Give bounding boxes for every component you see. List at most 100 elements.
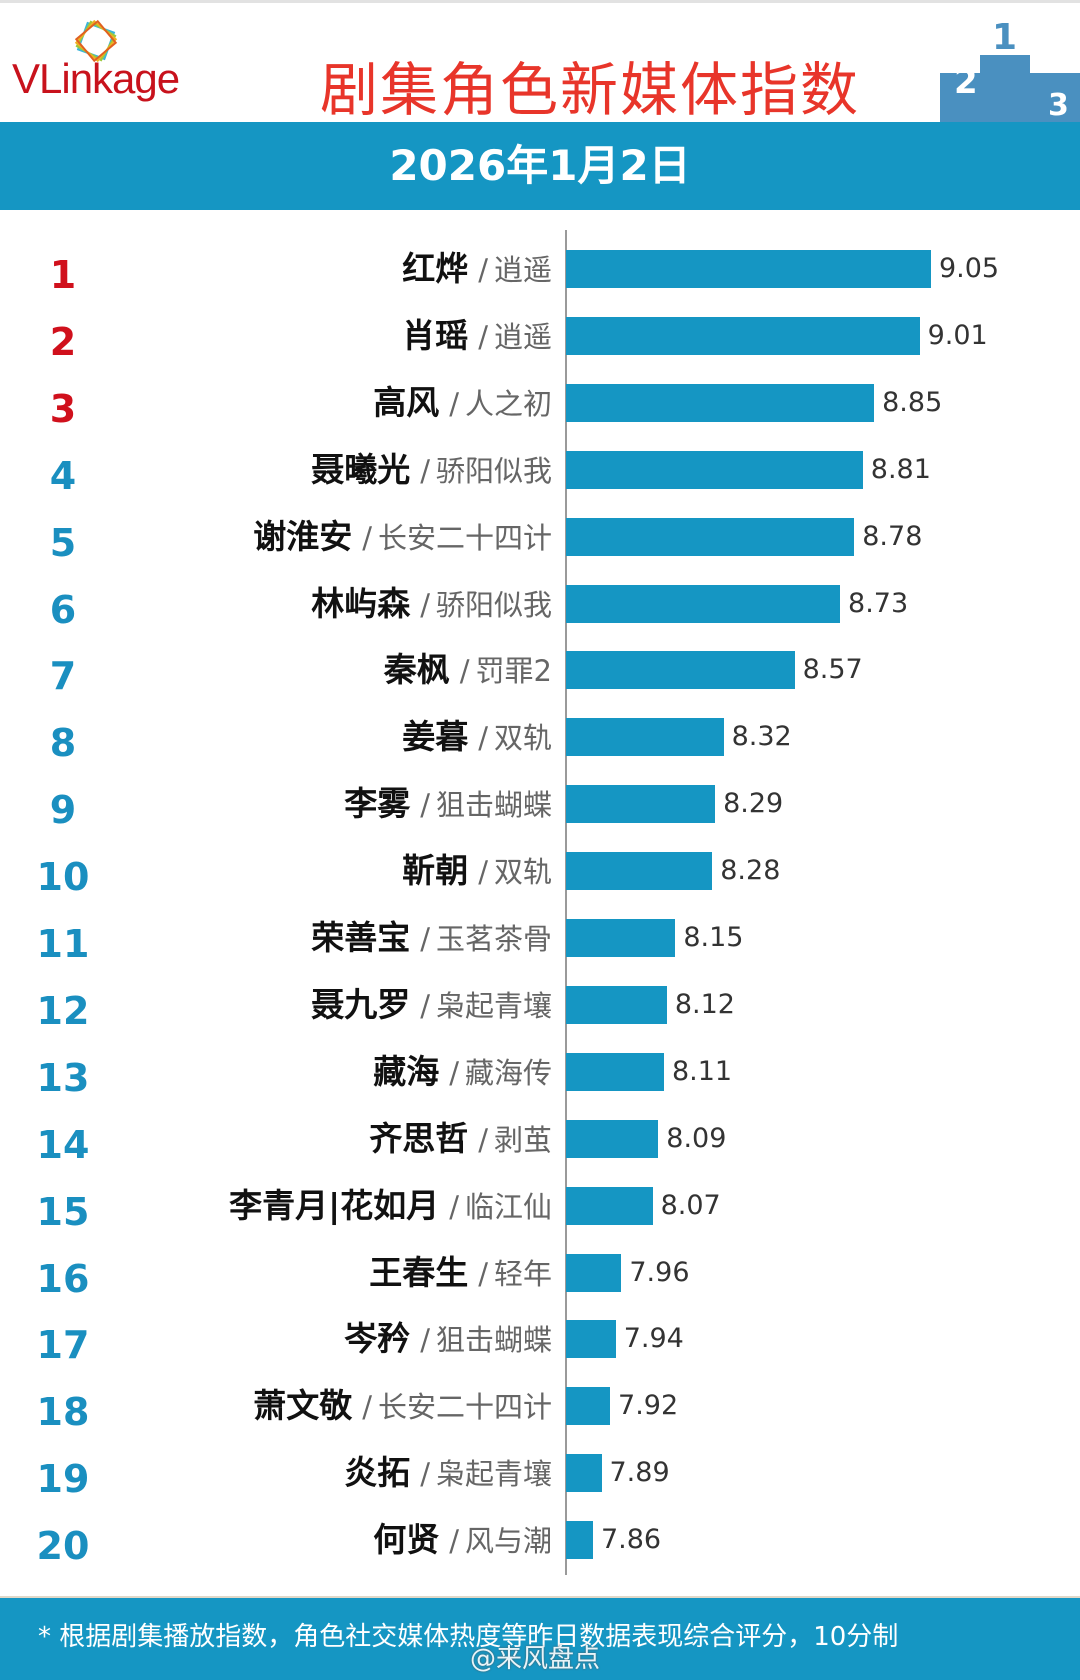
rank-number: 2 [49, 319, 77, 364]
separator: / [459, 654, 470, 689]
drama-title: 逍遥 [493, 319, 552, 354]
rank-number: 17 [36, 1323, 90, 1368]
bar [566, 584, 841, 623]
table-row: 19 炎拓 / 枭起青壤 7.89 [0, 1453, 1080, 1499]
svg-text:3: 3 [1048, 88, 1069, 123]
drama-title: 骄阳似我 [435, 587, 552, 622]
page-title: 剧集角色新媒体指数 [319, 56, 860, 124]
drama-title: 藏海传 [464, 1055, 552, 1090]
separator: / [420, 587, 430, 622]
label: 红烨 / 逍遥 [402, 249, 552, 295]
drama-title: 逍遥 [493, 253, 552, 287]
table-row: 7 秦枫 / 罚罪2 8.57 [0, 650, 1080, 696]
label: 荣善宝 / 玉茗茶骨 [311, 918, 552, 964]
drama-title: 枭起青壤 [435, 988, 552, 1023]
rank-number: 19 [36, 1457, 90, 1502]
label: 林屿森 / 骄阳似我 [311, 584, 552, 630]
bar [566, 651, 795, 690]
axis-line [565, 230, 567, 1575]
label: 萧文敬 / 长安二十四计 [253, 1386, 552, 1432]
separator: / [478, 721, 488, 756]
character-name: 李雾 [344, 784, 411, 824]
drama-title: 玉茗茶骨 [435, 922, 552, 956]
value-label: 8.09 [666, 1122, 727, 1154]
value-label: 8.12 [674, 988, 735, 1020]
character-name: 王春生 [369, 1252, 469, 1292]
drama-title: 枭起青壤 [435, 1457, 552, 1492]
rank-number: 7 [49, 654, 77, 699]
footnote: * 根据剧集播放指数，角色社交媒体热度等昨日数据表现综合评分，10分制 [38, 1622, 899, 1652]
table-row: 17 岑矜 / 狙击蝴蝶 7.94 [0, 1319, 1080, 1365]
rank-number: 8 [49, 721, 77, 766]
value-label: 7.89 [609, 1457, 670, 1489]
value-label: 7.94 [623, 1323, 684, 1355]
character-name: 藏海 [373, 1051, 440, 1091]
value-label: 8.11 [671, 1055, 733, 1087]
bar [566, 1052, 664, 1091]
table-row: 11 荣善宝 / 玉茗茶骨 8.15 [0, 918, 1080, 964]
table-row: 18 萧文敬 / 长安二十四计 7.92 [0, 1386, 1080, 1432]
label: 姜暮 / 双轨 [402, 717, 552, 763]
bar [566, 1521, 593, 1560]
separator: / [420, 453, 430, 488]
label: 高风 / 人之初 [373, 383, 552, 429]
character-name: 齐思哲 [369, 1118, 469, 1158]
label: 岑矜 / 狙击蝴蝶 [344, 1319, 552, 1365]
rank-number: 14 [36, 1122, 90, 1167]
rank-number: 3 [49, 386, 77, 431]
separator: / [478, 855, 488, 890]
separator: / [420, 1323, 430, 1358]
character-name: 谢淮安 [253, 516, 353, 556]
drama-title: 双轨 [493, 855, 552, 890]
table-row: 4 聂曦光 / 骄阳似我 8.81 [0, 450, 1080, 496]
separator: / [362, 520, 372, 555]
rank-number: 10 [36, 855, 90, 900]
table-row: 14 齐思哲 / 剥茧 8.09 [0, 1119, 1080, 1165]
bar [566, 1119, 659, 1158]
separator: / [478, 1122, 488, 1157]
table-row: 15 李青月|花如月 / 临江仙 8.07 [0, 1186, 1080, 1232]
bar [566, 852, 713, 891]
rank-number: 4 [49, 453, 77, 498]
character-name: 炎拓 [344, 1453, 411, 1493]
drama-title: 剥茧 [493, 1122, 552, 1157]
vlinkage-logo: VLinkage [12, 19, 242, 111]
table-row: 12 聂九罗 / 枭起青壤 8.12 [0, 985, 1080, 1031]
value-label: 7.86 [600, 1524, 662, 1556]
bar [566, 1320, 616, 1359]
logo-text: VLinkage [12, 55, 180, 102]
drama-title: 长安二十四计 [377, 1390, 552, 1425]
character-name: 荣善宝 [311, 918, 411, 957]
bar [566, 718, 724, 757]
value-label: 7.92 [618, 1390, 679, 1422]
bar [566, 383, 875, 422]
drama-title: 风与潮 [464, 1524, 552, 1559]
bar [566, 1454, 602, 1493]
table-row: 3 高风 / 人之初 8.85 [0, 383, 1080, 429]
drama-title: 骄阳似我 [435, 453, 552, 488]
rank-number: 9 [49, 788, 77, 833]
ranking-chart: 1 红烨 / 逍遥 9.05 2 肖瑶 / 逍遥 9.01 3 高风 / 人之初 8.85 4 聂… [0, 210, 1080, 1596]
table-row: 10 靳朝 / 双轨 8.28 [0, 851, 1080, 897]
table-row: 16 王春生 / 轻年 7.96 [0, 1252, 1080, 1299]
value-label: 8.29 [723, 788, 784, 820]
table-row: 13 藏海 / 藏海传 8.11 [0, 1051, 1080, 1098]
svg-text:1: 1 [992, 23, 1017, 58]
drama-title: 轻年 [493, 1256, 552, 1291]
separator: / [449, 386, 459, 421]
rank-number: 13 [36, 1055, 90, 1100]
footer: * 根据剧集播放指数，角色社交媒体热度等昨日数据表现综合评分，10分制 @来风盘… [0, 1596, 1080, 1680]
character-name: 姜暮 [402, 717, 469, 757]
character-name: 岑矜 [344, 1319, 411, 1359]
label: 聂九罗 / 枭起青壤 [311, 985, 552, 1031]
character-name: 秦枫 [383, 650, 450, 690]
label: 炎拓 / 枭起青壤 [344, 1453, 552, 1499]
drama-title: 罚罪2 [475, 654, 552, 689]
separator: / [420, 788, 430, 823]
character-name: 肖瑶 [402, 315, 469, 355]
value-label: 8.73 [848, 587, 909, 619]
separator: / [449, 1524, 459, 1559]
table-row: 6 林屿森 / 骄阳似我 8.73 [0, 584, 1080, 630]
label: 齐思哲 / 剥茧 [369, 1119, 552, 1165]
table-row: 1 红烨 / 逍遥 9.05 [0, 249, 1080, 295]
